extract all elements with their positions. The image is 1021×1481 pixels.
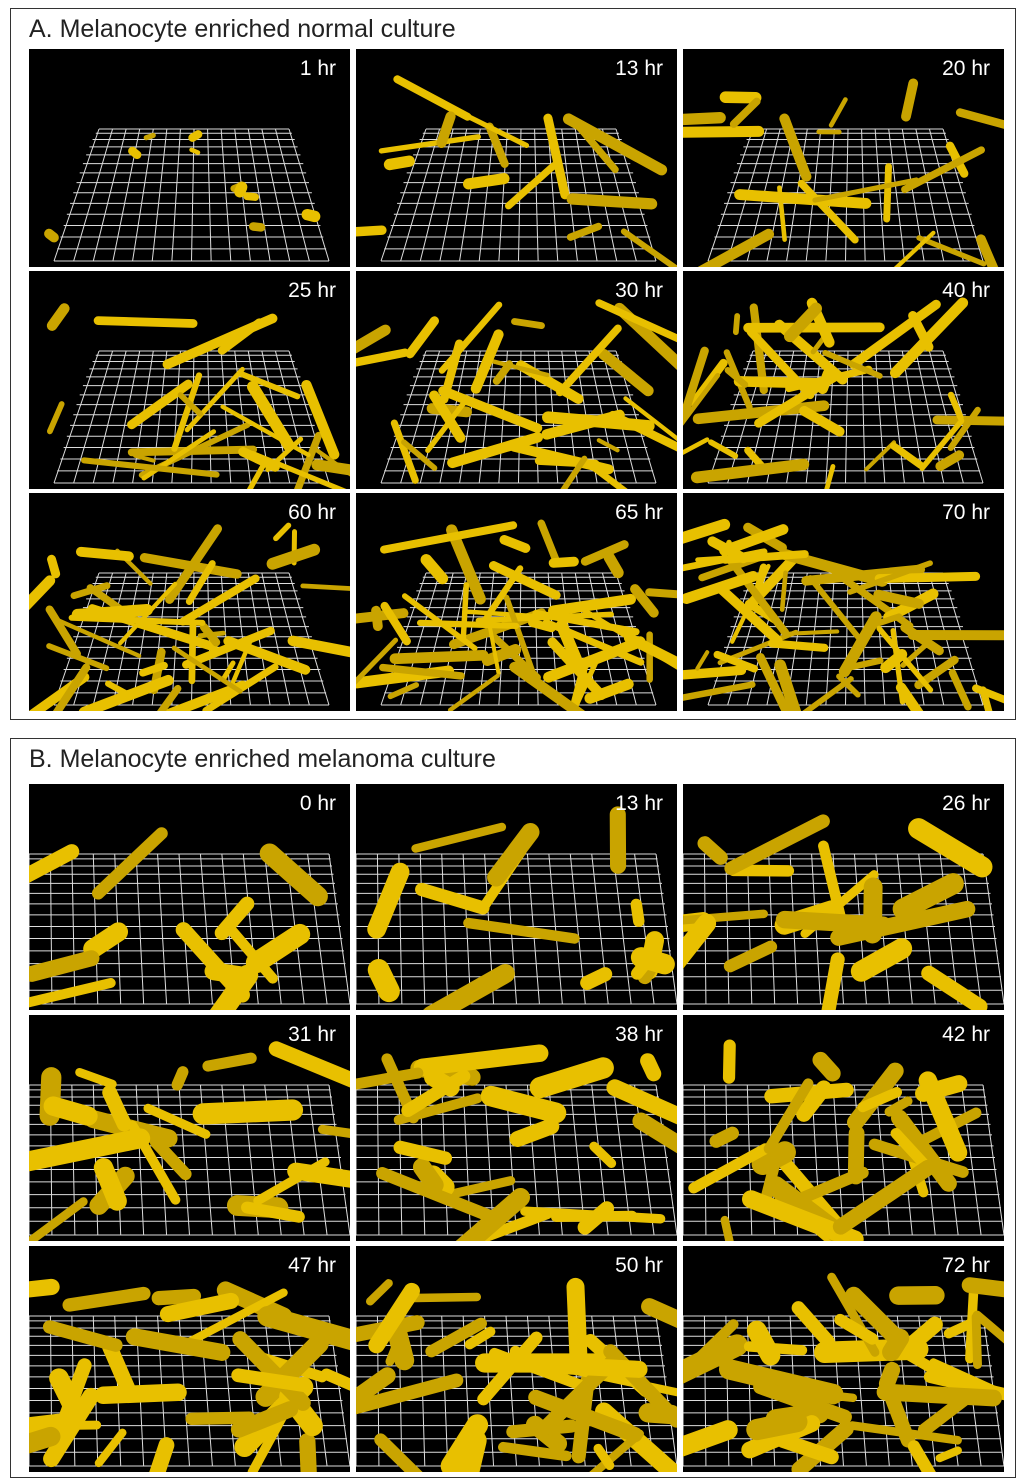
rendering <box>29 784 350 1010</box>
frame: 72 hr <box>683 1246 1004 1472</box>
frame: 60 hr <box>29 493 350 711</box>
time-label: 60 hr <box>288 501 336 525</box>
time-label: 72 hr <box>942 1254 990 1278</box>
time-label: 47 hr <box>288 1254 336 1278</box>
panel-title: A. Melanocyte enriched normal culture <box>29 15 456 44</box>
frame: 13 hr <box>356 49 677 267</box>
frame: 0 hr <box>29 784 350 1010</box>
frame: 70 hr <box>683 493 1004 711</box>
page: A. Melanocyte enriched normal culture 1 … <box>0 0 1021 1481</box>
frame: 1 hr <box>29 49 350 267</box>
rendering <box>683 1246 1004 1472</box>
rendering <box>356 1015 677 1241</box>
rendering <box>683 493 1004 711</box>
time-label: 1 hr <box>300 57 336 81</box>
frame: 47 hr <box>29 1246 350 1472</box>
rendering <box>29 493 350 711</box>
rendering <box>29 49 350 267</box>
time-label: 65 hr <box>615 501 663 525</box>
time-label: 38 hr <box>615 1023 663 1047</box>
panel-title: B. Melanocyte enriched melanoma culture <box>29 745 496 774</box>
time-label: 31 hr <box>288 1023 336 1047</box>
rendering <box>29 1015 350 1241</box>
frame: 25 hr <box>29 271 350 489</box>
time-label: 42 hr <box>942 1023 990 1047</box>
rendering <box>356 271 677 489</box>
frame: 13 hr <box>356 784 677 1010</box>
panel-b: B. Melanocyte enriched melanoma culture … <box>10 738 1016 1478</box>
time-label: 0 hr <box>300 792 336 816</box>
frame: 65 hr <box>356 493 677 711</box>
rendering <box>356 784 677 1010</box>
frame: 20 hr <box>683 49 1004 267</box>
rendering <box>683 1015 1004 1241</box>
time-label: 40 hr <box>942 279 990 303</box>
rendering <box>356 1246 677 1472</box>
frame: 40 hr <box>683 271 1004 489</box>
time-label: 13 hr <box>615 792 663 816</box>
rendering <box>29 1246 350 1472</box>
time-label: 26 hr <box>942 792 990 816</box>
rendering <box>683 784 1004 1010</box>
rendering <box>683 49 1004 267</box>
time-label: 50 hr <box>615 1254 663 1278</box>
frame: 50 hr <box>356 1246 677 1472</box>
panel-a: A. Melanocyte enriched normal culture 1 … <box>10 8 1016 720</box>
time-label: 30 hr <box>615 279 663 303</box>
frame: 42 hr <box>683 1015 1004 1241</box>
rendering <box>356 493 677 711</box>
rendering <box>683 271 1004 489</box>
rendering <box>356 49 677 267</box>
rendering <box>29 271 350 489</box>
frame: 38 hr <box>356 1015 677 1241</box>
time-label: 25 hr <box>288 279 336 303</box>
time-label: 13 hr <box>615 57 663 81</box>
time-label: 70 hr <box>942 501 990 525</box>
frame: 31 hr <box>29 1015 350 1241</box>
frame: 26 hr <box>683 784 1004 1010</box>
frame: 30 hr <box>356 271 677 489</box>
time-label: 20 hr <box>942 57 990 81</box>
